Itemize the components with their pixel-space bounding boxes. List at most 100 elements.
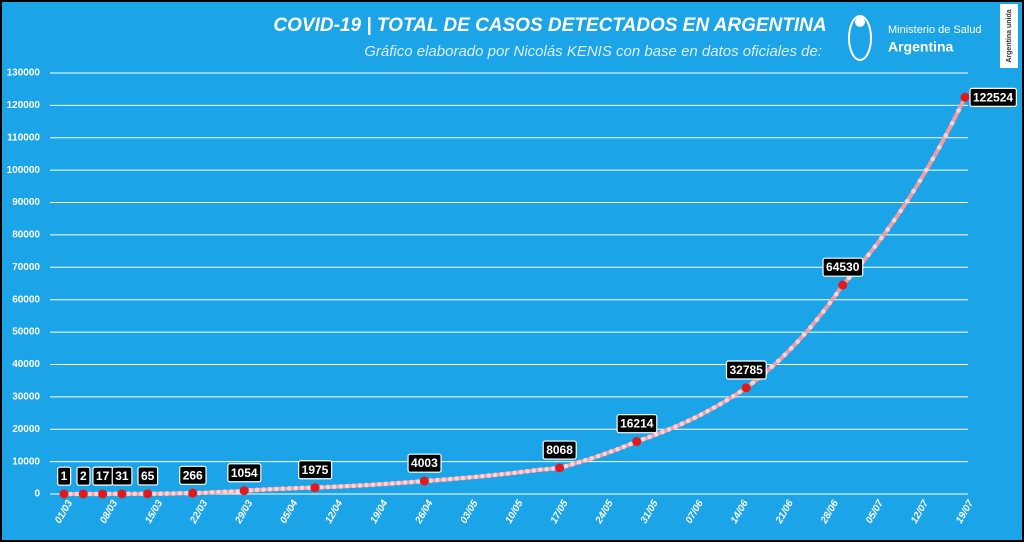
data-label: 17 [92, 466, 114, 486]
data-label-text: 1975 [302, 463, 329, 477]
point [692, 415, 697, 421]
point [602, 451, 607, 457]
logo-country: Argentina [888, 39, 954, 55]
data-label-text: 1054 [231, 466, 258, 480]
data-label: 2 [76, 466, 91, 486]
point [821, 309, 826, 314]
highlight-point [555, 463, 565, 473]
point [570, 461, 575, 467]
data-label-box [227, 463, 262, 483]
point [68, 491, 73, 497]
point [196, 490, 202, 496]
point [827, 300, 833, 306]
highlight-point [59, 489, 69, 499]
point [563, 463, 569, 469]
point [930, 156, 936, 162]
point [216, 489, 221, 495]
point [653, 432, 659, 437]
y-tick-label: 40000 [12, 359, 40, 370]
point [229, 489, 234, 494]
point [203, 490, 208, 496]
point [383, 481, 389, 487]
point [885, 227, 891, 232]
point [151, 491, 157, 497]
data-label-box [969, 87, 1017, 107]
data-label: 1 [57, 466, 72, 486]
highlight-point [419, 476, 429, 486]
point [454, 476, 459, 481]
point [544, 466, 549, 472]
y-tick-label: 110000 [7, 132, 40, 143]
point [718, 401, 723, 407]
point [460, 475, 466, 481]
highlight-point [239, 486, 249, 496]
point [74, 491, 80, 497]
badge-text: Argentina unida [1006, 9, 1013, 62]
data-label: 1975 [298, 460, 333, 480]
highlight-point [632, 436, 642, 446]
y-tick-label: 30000 [12, 391, 40, 402]
point [589, 456, 595, 461]
point [441, 477, 447, 482]
data-label: 122524 [969, 87, 1017, 107]
data-label: 16214 [616, 414, 658, 434]
point [537, 467, 543, 472]
point [164, 491, 170, 496]
highlight-point [143, 489, 153, 499]
y-tick-label: 90000 [12, 197, 40, 208]
data-label-box [822, 257, 864, 277]
point [377, 482, 382, 487]
point [795, 339, 800, 344]
point [171, 491, 176, 496]
point [434, 477, 440, 483]
point [724, 397, 730, 403]
point [666, 427, 672, 432]
point [911, 188, 916, 194]
data-label-text: 16214 [620, 417, 654, 431]
point [582, 458, 588, 463]
point [769, 364, 775, 370]
point [808, 324, 813, 330]
y-tick-label: 70000 [12, 262, 40, 273]
point [891, 218, 897, 223]
point [138, 491, 144, 497]
data-label: 64530 [822, 257, 864, 277]
logo: Ministerio de Salud Argentina [848, 15, 982, 61]
point [924, 167, 929, 173]
y-tick-label: 100000 [7, 165, 41, 176]
data-label-text: 266 [183, 468, 203, 482]
point [183, 490, 189, 496]
point [486, 473, 492, 478]
point [254, 487, 260, 493]
point [306, 485, 311, 491]
point [949, 120, 955, 126]
data-label-box [137, 466, 159, 486]
point [132, 491, 138, 497]
highlight-point [741, 383, 751, 393]
data-label-text: 4003 [411, 456, 438, 470]
badge-box [1000, 4, 1018, 68]
point [409, 479, 414, 485]
data-label: 31 [111, 466, 133, 486]
data-label-box [407, 453, 442, 473]
point [351, 483, 356, 489]
point [673, 424, 678, 429]
point [338, 484, 344, 489]
highlight-point [188, 488, 198, 498]
point [640, 436, 646, 442]
point [956, 108, 961, 113]
point [814, 317, 820, 322]
y-tick-label: 0 [34, 489, 40, 500]
data-label-text: 8068 [546, 443, 573, 457]
highlight-point [310, 483, 320, 493]
logo-ministry: Ministerio de Salud [888, 24, 982, 36]
point [235, 489, 241, 494]
point [866, 252, 871, 258]
y-tick-label: 130000 [7, 68, 41, 79]
point [428, 478, 434, 483]
y-tick-label: 50000 [12, 327, 40, 338]
point [788, 346, 794, 351]
point [801, 332, 807, 337]
point [711, 405, 717, 410]
